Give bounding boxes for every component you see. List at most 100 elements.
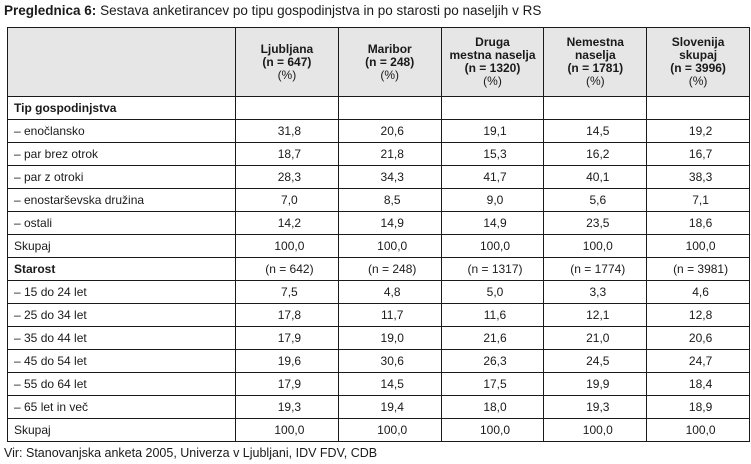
column-header: Nemestna naselja (n = 1781) (%) [543,27,648,97]
table-cell: 24,5 [543,349,648,373]
table-row: – 15 do 24 let 7,5 4,8 5,0 3,3 4,6 [7,280,750,304]
column-header-line: Nemestna [566,35,624,49]
column-header-line: (n = 1320) [464,61,521,75]
table-cell: 18,0 [440,395,545,419]
table-cell: 7,0 [235,188,339,212]
column-header: Druga mestna naselja (n = 1320) (%) [440,27,545,97]
table-cell: 9,0 [440,188,545,212]
table-row: – enostarševska družina 7,0 8,5 9,0 5,6 7,1 [7,188,750,212]
table-cell: 21,6 [440,326,545,350]
table-row: Skupaj 100,0 100,0 100,0 100,0 100,0 [7,418,750,442]
table-cell: 40,1 [543,165,648,189]
section-label: Tip gospodinjstva [7,96,236,120]
table-cell: 4,6 [646,280,750,304]
table-cell: 18,7 [235,142,339,166]
table-cell [337,96,442,120]
column-header-line: Maribor [367,41,412,56]
table-cell [543,96,648,120]
table-cell: 100,0 [337,418,442,442]
table-cell: 11,7 [337,303,442,327]
table-cell: 18,9 [646,395,750,419]
row-label: – enočlansko [7,119,236,143]
column-header-unit: (%) [277,67,297,82]
table-cell: 31,8 [235,119,339,143]
table-cell: 19,2 [646,119,750,143]
column-header-line: skupaj [679,48,718,62]
table-cell: 19,4 [337,395,442,419]
table-row: Skupaj 100,0 100,0 100,0 100,0 100,0 [7,234,750,258]
table-cell: 17,9 [235,326,339,350]
table-cell: 12,1 [543,303,648,327]
table-row: – 25 do 34 let 17,8 11,7 11,6 12,1 12,8 [7,303,750,327]
table-cell: 19,1 [440,119,545,143]
column-header-unit: (%) [585,74,605,88]
table-cell: (n = 642) [235,257,339,281]
table-cell: 20,6 [337,119,442,143]
column-header-line: (n = 647) [262,54,312,69]
table-cell: 100,0 [543,418,648,442]
section-label: Starost [7,257,236,281]
table-cell: 100,0 [440,418,545,442]
table-cell: 16,7 [646,142,750,166]
row-label: – par brez otrok [7,142,236,166]
table-cell: 16,2 [543,142,648,166]
table-cell: 14,2 [235,211,339,235]
column-header-line: Druga [475,35,510,49]
table-row: – par z otroki 28,3 34,3 41,7 40,1 38,3 [7,165,750,189]
data-table: Ljubljana (n = 647) (%) Maribor (n = 248) (%)… [7,27,750,442]
table-cell [646,96,750,120]
table-cell: 34,3 [337,165,442,189]
column-header: Ljubljana (n = 647) (%) [235,27,339,97]
table-cell: 17,8 [235,303,339,327]
table-cell: (n = 1774) [543,257,648,281]
table-cell: 26,3 [440,349,545,373]
table-cell: 14,9 [440,211,545,235]
table-cell: 14,5 [337,372,442,396]
column-header-line: (n = 1781) [567,61,624,75]
table-cell: 100,0 [646,418,750,442]
table-cell: 7,1 [646,188,750,212]
row-label: – par z otroki [7,165,236,189]
column-header-line: Slovenija [671,35,725,49]
table-cell: 18,4 [646,372,750,396]
table-cell: 5,0 [440,280,545,304]
column-header-unit: (%) [380,67,400,82]
table-cell: 19,6 [235,349,339,373]
table-caption: Preglednica 6: Sestava anketirancev po t… [4,3,541,18]
table-cell: 11,6 [440,303,545,327]
table-cell: (n = 1317) [440,257,545,281]
table-cell: 19,3 [235,395,339,419]
caption-text: Sestava anketirancev po tipu gospodinjst… [100,3,542,18]
row-label: – 15 do 24 let [7,280,236,304]
table-row: – 55 do 64 let 17,9 14,5 17,5 19,9 18,4 [7,372,750,396]
table-row: – par brez otrok 18,7 21,8 15,3 16,2 16,7 [7,142,750,166]
table-cell: (n = 248) [337,257,442,281]
row-label: – 65 let in več [7,395,236,419]
table-cell: 21,8 [337,142,442,166]
column-header-line: naselja [574,48,616,62]
table-row: – 35 do 44 let 17,9 19,0 21,6 21,0 20,6 [7,326,750,350]
table-cell: 17,5 [440,372,545,396]
header-corner-cell [7,27,236,97]
row-label: – 25 do 34 let [7,303,236,327]
table-cell: (n = 3981) [646,257,750,281]
table-body: Tip gospodinjstva – enočlansko 31,8 20,6 19,… [7,96,750,442]
table-cell: 100,0 [337,234,442,258]
source-note: Vir: Stanovanjska anketa 2005, Univerza … [4,446,378,460]
column-header-line: (n = 3996) [670,61,726,75]
row-label: Skupaj [7,418,236,442]
table-row: – 45 do 54 let 19,6 30,6 26,3 24,5 24,7 [7,349,750,373]
table-cell: 7,5 [235,280,339,304]
column-header-line: mestna naselja [449,48,536,62]
table-cell: 4,8 [337,280,442,304]
table-cell: 3,3 [543,280,648,304]
table-cell: 21,0 [543,326,648,350]
table-cell: 12,8 [646,303,750,327]
row-label: – ostali [7,211,236,235]
table-cell: 100,0 [235,418,339,442]
column-header: Slovenija skupaj (n = 3996) (%) [646,27,750,97]
table-cell: 20,6 [646,326,750,350]
table-cell: 41,7 [440,165,545,189]
table-cell: 24,7 [646,349,750,373]
table-cell: 19,3 [543,395,648,419]
